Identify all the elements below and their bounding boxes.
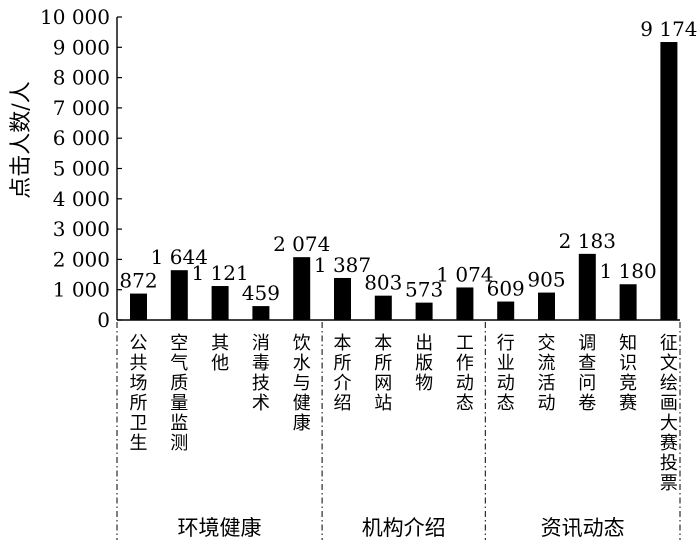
bar bbox=[456, 287, 474, 320]
value-label: 573 bbox=[405, 278, 443, 302]
y-tick-label: 6 000 bbox=[53, 126, 110, 150]
value-label: 1 387 bbox=[314, 253, 371, 277]
y-tick-label: 9 000 bbox=[53, 35, 110, 59]
value-label: 1 644 bbox=[151, 245, 208, 269]
y-tick-label: 1 000 bbox=[53, 278, 110, 302]
y-tick-label: 3 000 bbox=[53, 217, 110, 241]
bar bbox=[497, 301, 515, 320]
value-label: 2 183 bbox=[559, 229, 616, 253]
value-label: 1 180 bbox=[599, 259, 656, 283]
category-label: 本所网站 bbox=[374, 333, 392, 414]
bar bbox=[415, 302, 433, 320]
bar bbox=[538, 292, 555, 320]
y-tick-label: 0 bbox=[97, 308, 110, 332]
group-label: 环境健康 bbox=[178, 516, 262, 540]
group-label: 资讯动态 bbox=[541, 516, 625, 540]
category-label: 行业动态 bbox=[497, 333, 515, 414]
category-label: 消毒技术 bbox=[252, 333, 270, 414]
y-tick-label: 2 000 bbox=[53, 247, 110, 271]
category-label: 知识竞赛 bbox=[619, 333, 637, 414]
y-axis-ticks: 0 1 000 2 000 3 000 4 000 5 000 6 000 7 000 8 00… bbox=[40, 5, 122, 332]
bar bbox=[619, 284, 637, 320]
category-labels: 公共场所卫生 空气质量监测 其他 消毒技术 饮水与健康 本所介绍 本所网站 出版物 工作动态 行业… bbox=[130, 333, 678, 494]
category-label: 空气质量监测 bbox=[170, 333, 188, 454]
y-tick-label: 10 000 bbox=[40, 5, 110, 29]
bar bbox=[252, 306, 270, 320]
bar bbox=[293, 257, 311, 320]
bars bbox=[130, 42, 678, 320]
bar bbox=[130, 293, 147, 320]
bar bbox=[170, 270, 188, 320]
y-tick-label: 4 000 bbox=[53, 187, 110, 211]
value-label: 905 bbox=[527, 268, 565, 292]
category-label: 征文绘画大赛投票 bbox=[660, 333, 678, 494]
value-label: 1 121 bbox=[191, 261, 248, 285]
category-label: 调查问卷 bbox=[578, 333, 596, 414]
y-tick-label: 5 000 bbox=[53, 157, 110, 181]
value-label: 2 074 bbox=[273, 232, 330, 256]
category-label: 饮水与健康 bbox=[293, 333, 311, 434]
category-label: 其他 bbox=[211, 333, 229, 374]
value-label: 872 bbox=[119, 269, 157, 293]
group-labels: 环境健康 机构介绍 资讯动态 bbox=[116, 322, 681, 540]
y-axis-label: 点击人数/人 bbox=[9, 81, 34, 198]
category-label: 工作动态 bbox=[456, 333, 474, 414]
bar bbox=[374, 295, 392, 320]
value-label: 1 074 bbox=[436, 262, 493, 286]
group-label: 机构介绍 bbox=[362, 516, 446, 540]
value-label: 609 bbox=[487, 277, 525, 301]
bar bbox=[334, 277, 351, 320]
category-label: 出版物 bbox=[415, 333, 433, 394]
bar bbox=[578, 253, 596, 320]
y-tick-label: 7 000 bbox=[53, 96, 110, 120]
category-label: 公共场所卫生 bbox=[130, 333, 148, 454]
bar bbox=[211, 286, 229, 320]
category-label: 本所介绍 bbox=[334, 333, 352, 414]
value-label: 9 174 bbox=[640, 17, 697, 41]
category-label: 交流活动 bbox=[538, 333, 556, 414]
value-label: 803 bbox=[364, 271, 402, 295]
bar bbox=[660, 42, 678, 320]
value-label: 459 bbox=[242, 281, 280, 305]
y-tick-label: 8 000 bbox=[53, 66, 110, 90]
